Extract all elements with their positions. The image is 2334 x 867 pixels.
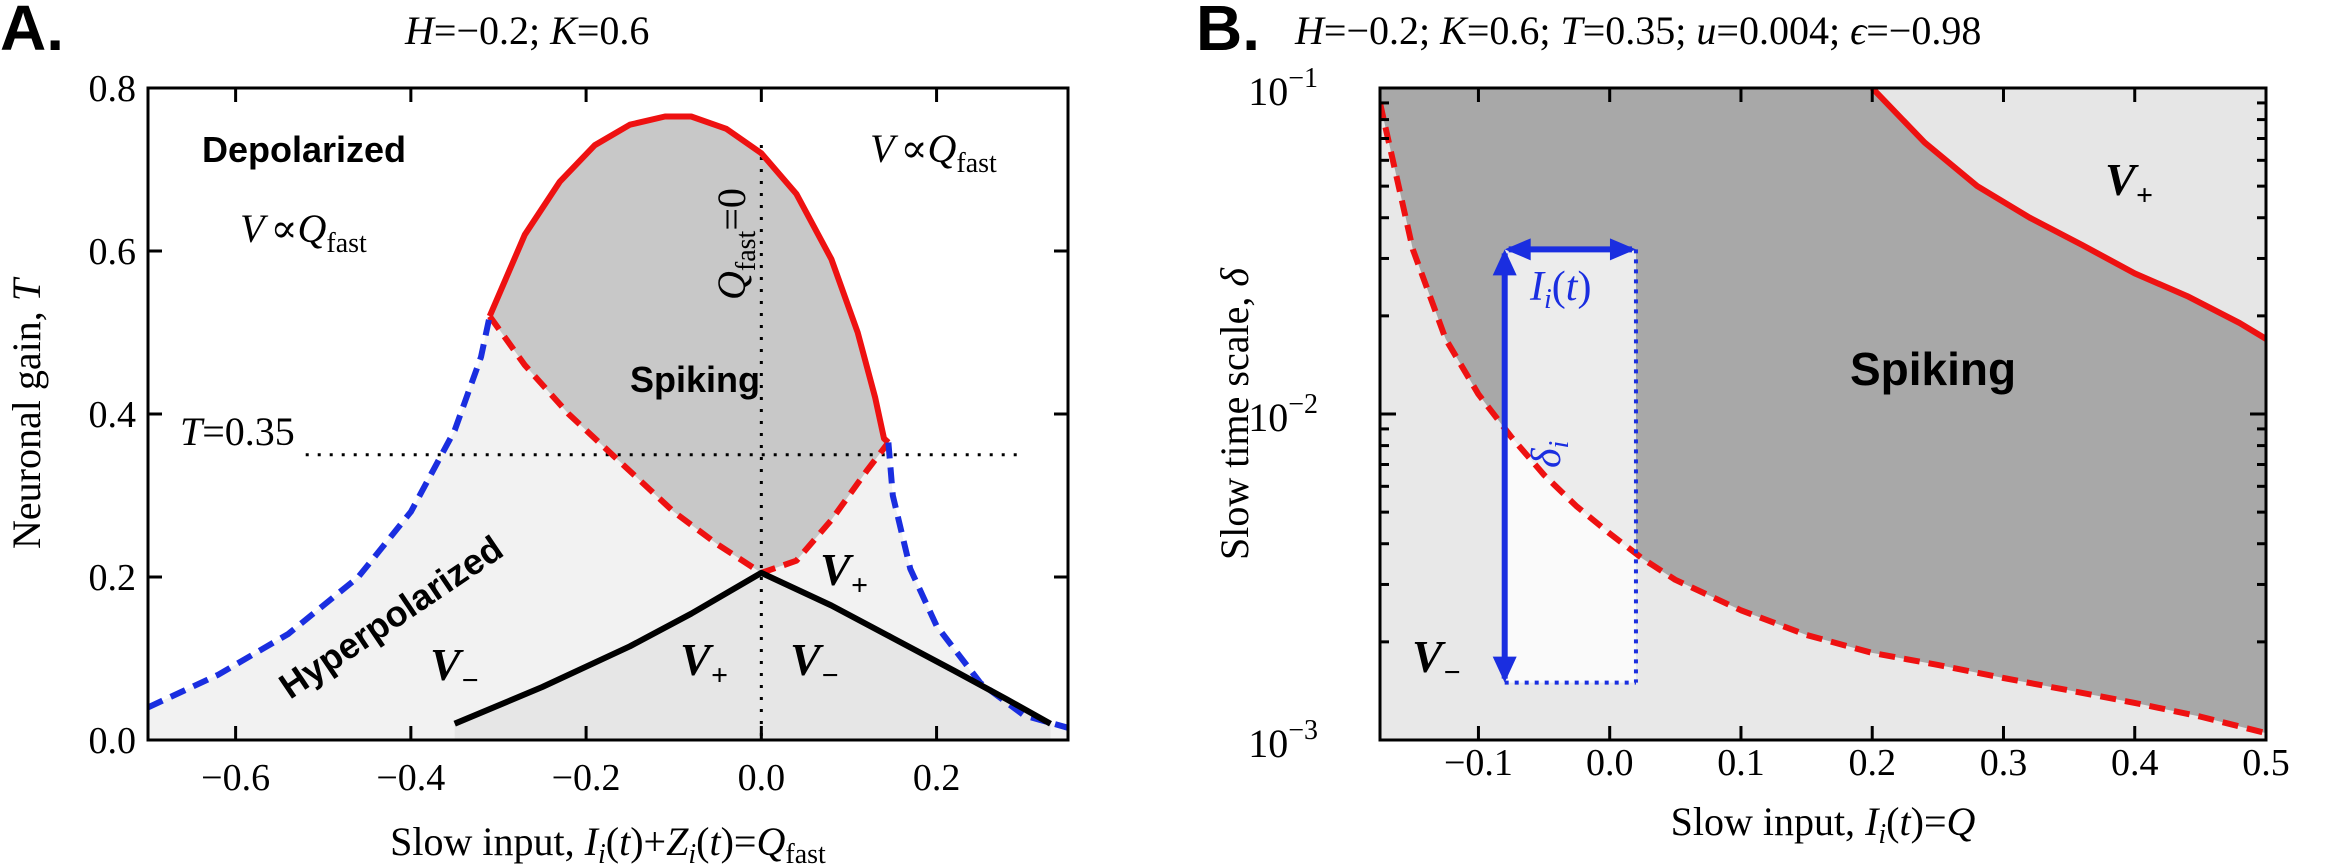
t-ref-label: T=0.35 <box>180 409 295 454</box>
v-plus-region <box>1872 88 2266 339</box>
panel-a-ylabel: Neuronal gain, T <box>4 276 49 549</box>
delta-i-label: δi <box>1524 441 1575 468</box>
series-a-2 <box>148 315 493 711</box>
xtick-label-a-3: 0.0 <box>738 757 786 799</box>
spiking-region <box>489 116 889 573</box>
qfast-zero-label: Qfast=0 <box>709 188 762 300</box>
v-minus-bottom-label: V− <box>790 634 839 692</box>
panel-b-title: H=−0.2; K=0.6; T=0.35; u=0.004; ϵ=−0.98 <box>1294 8 1981 53</box>
ytick-label-b-2: 10−3 <box>1248 715 1318 766</box>
xtick-label-b-5: 0.4 <box>2111 742 2159 784</box>
series-a-1 <box>487 314 891 576</box>
v-prop-q-right: V ∝Qfast <box>870 126 997 179</box>
bistable-region <box>454 572 1051 740</box>
xtick-label-b-2: 0.1 <box>1717 742 1765 784</box>
series-a-4 <box>453 569 1052 727</box>
v-prop-q-left: V ∝Qfast <box>240 206 367 259</box>
ytick-label-b-0: 10−1 <box>1248 63 1318 114</box>
v-plus-bottom-label: V+ <box>680 634 728 692</box>
ytick-label-b-1: 10−2 <box>1248 389 1318 440</box>
panel-b: B. H=−0.2; K=0.6; T=0.35; u=0.004; ϵ=−0.… <box>1196 0 2290 850</box>
panel-a-xlabel: Slow input, Ii(t)+Zi(t)=Qfast <box>390 819 826 867</box>
ii-arrowhead-right <box>1609 238 1636 261</box>
ii-arrowhead-left <box>1504 238 1531 261</box>
spiking-label-b: Spiking <box>1850 343 2016 395</box>
series-b-0 <box>1870 88 2266 342</box>
delta-i-arrowhead-up <box>1492 249 1517 276</box>
series-a-0 <box>486 113 891 445</box>
xtick-label-a-4: 0.2 <box>913 757 961 799</box>
depolarized-label: Depolarized <box>202 129 406 170</box>
series-b-1 <box>1380 102 2266 737</box>
inset-window <box>1504 249 1636 683</box>
panel-b-xlabel: Slow input, Ii(t)=Q <box>1671 799 1976 850</box>
xtick-label-a-1: −0.4 <box>376 757 445 799</box>
xtick-label-b-6: 0.5 <box>2242 742 2290 784</box>
xtick-label-b-4: 0.3 <box>1980 742 2028 784</box>
panel-b-label: B. <box>1196 0 1260 64</box>
panel-a: A. H=−0.2; K=0.6 −0.6 −0.4 −0.2 0.0 0.2 0.0 0.… <box>0 0 1070 867</box>
xtick-label-b-0: −0.1 <box>1444 742 1513 784</box>
ytick-label-a-3: 0.6 <box>89 231 137 273</box>
panel-a-title: H=−0.2; K=0.6 <box>404 8 649 53</box>
spiking-label-a: Spiking <box>630 359 760 400</box>
delta-i-arrowhead-down <box>1492 656 1517 683</box>
ytick-label-a-4: 0.8 <box>89 68 137 110</box>
v-plus-label-b: V+ <box>2105 154 2153 212</box>
panel-b-ylabel: Slow time scale, δ <box>1212 267 1257 560</box>
xtick-label-b-1: 0.0 <box>1586 742 1634 784</box>
panel-a-label: A. <box>0 0 64 64</box>
ytick-label-a-2: 0.4 <box>89 394 137 436</box>
xtick-label-a-2: −0.2 <box>552 757 621 799</box>
v-minus-label-b: V− <box>1412 631 1461 689</box>
xtick-label-a-0: −0.6 <box>201 757 270 799</box>
v-plus-right-label: V+ <box>820 544 868 602</box>
ytick-label-a-1: 0.2 <box>89 557 137 599</box>
series-a-3 <box>885 442 1068 731</box>
v-minus-left-label: V− <box>430 639 479 697</box>
ii-t-label: Ii(t) <box>1529 264 1591 315</box>
ytick-label-a-0: 0.0 <box>89 720 137 762</box>
xtick-label-b-3: 0.2 <box>1848 742 1896 784</box>
